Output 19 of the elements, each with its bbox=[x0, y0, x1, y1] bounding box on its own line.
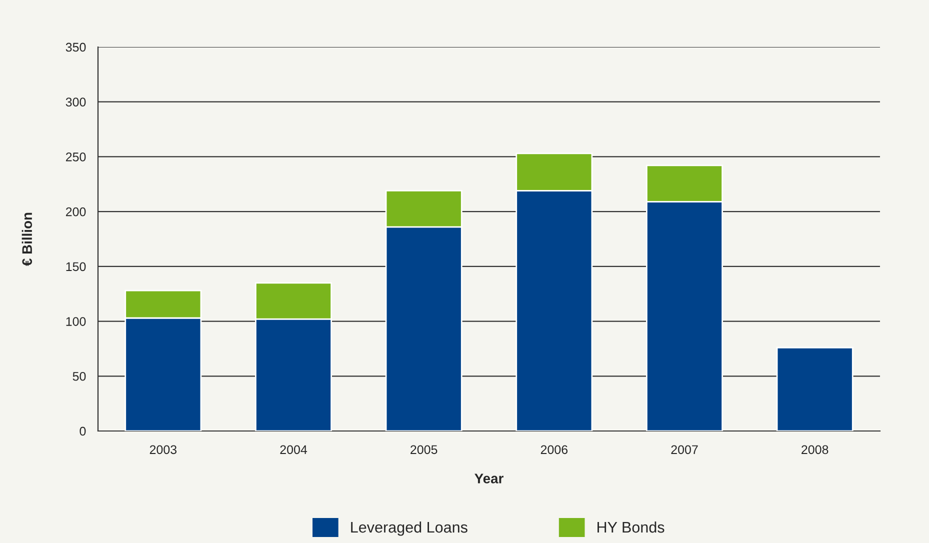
y-axis-title: € Billion bbox=[22, 212, 32, 266]
legend-label: Leveraged Loans bbox=[351, 521, 468, 536]
y-tick-label: 300 bbox=[66, 98, 86, 107]
x-tick-label: 2005 bbox=[410, 445, 438, 454]
y-tick-label: 50 bbox=[72, 372, 86, 381]
x-axis-title: Year bbox=[474, 474, 504, 484]
y-tick-label: 250 bbox=[66, 152, 86, 162]
x-tick-label: 2008 bbox=[802, 445, 828, 454]
y-tick-label: 150 bbox=[66, 262, 86, 272]
y-tick-label: 350 bbox=[66, 42, 86, 52]
y-tick-label: 100 bbox=[66, 317, 86, 326]
x-tick-label: 2003 bbox=[150, 445, 177, 454]
y-tick-label: 200 bbox=[66, 207, 86, 216]
y-tick-label: 0 bbox=[80, 426, 86, 436]
x-tick-label: 2007 bbox=[671, 445, 698, 454]
bar bbox=[776, 346, 854, 431]
x-tick-label: 2004 bbox=[280, 445, 308, 454]
x-tick-label: 2006 bbox=[540, 445, 568, 454]
legend-label: HY Bonds bbox=[598, 521, 664, 533]
